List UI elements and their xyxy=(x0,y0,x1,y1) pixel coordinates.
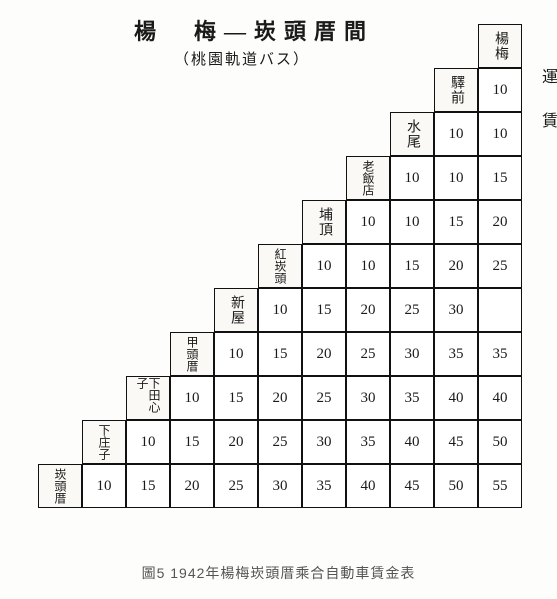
fare-cell: 30 xyxy=(258,464,302,508)
fare-cell: 15 xyxy=(126,464,170,508)
station-label: 甲頭厝 xyxy=(186,336,198,372)
station-label: 水尾 xyxy=(405,119,419,149)
fare-cell: 10 xyxy=(170,376,214,420)
fare-cell: 15 xyxy=(170,420,214,464)
side-label-fare-1: 運 xyxy=(541,68,557,84)
fare-cell: 30 xyxy=(390,332,434,376)
fare-cell: 10 xyxy=(346,200,390,244)
fare-cell: 10 xyxy=(258,288,302,332)
fare-cell: 35 xyxy=(478,332,522,376)
station-header: 老飯店 xyxy=(346,156,390,200)
fare-cell: 30 xyxy=(434,288,478,332)
fare-cell: 45 xyxy=(390,464,434,508)
fare-cell: 40 xyxy=(434,376,478,420)
station-label: 新屋 xyxy=(229,295,243,325)
fare-cell: 30 xyxy=(346,376,390,420)
station-label: 楊梅 xyxy=(493,31,507,61)
fare-cell: 25 xyxy=(214,464,258,508)
station-header: 下田心子 xyxy=(126,376,170,420)
fare-cell: 10 xyxy=(478,112,522,156)
fare-cell: 10 xyxy=(346,244,390,288)
fare-cell: 20 xyxy=(302,332,346,376)
station-label: 紅崁頭 xyxy=(274,248,286,284)
station-header: 楊梅 xyxy=(478,24,522,68)
station-header: 下庄子 xyxy=(82,420,126,464)
fare-cell: 15 xyxy=(258,332,302,376)
fare-cell: 40 xyxy=(478,376,522,420)
fare-cell: 45 xyxy=(434,420,478,464)
fare-cell: 35 xyxy=(346,420,390,464)
fare-cell: 20 xyxy=(170,464,214,508)
station-label: 驛前 xyxy=(449,75,463,105)
fare-triangle-grid: 楊梅驛前10水尾1010老飯店101015埔頂10101520紅崁頭101015… xyxy=(42,18,522,538)
fare-cell: 20 xyxy=(214,420,258,464)
fare-cell: 10 xyxy=(126,420,170,464)
fare-cell: 20 xyxy=(346,288,390,332)
station-header: 埔頂 xyxy=(302,200,346,244)
fare-cell: 25 xyxy=(390,288,434,332)
station-header: 驛前 xyxy=(434,68,478,112)
fare-cell: 40 xyxy=(346,464,390,508)
fare-cell: 25 xyxy=(302,376,346,420)
fare-table-figure: 楊 梅—崁頭厝間 （桃園軌道バス） 楊梅驛前10水尾1010老飯店101015埔… xyxy=(14,8,539,542)
fare-cell: 10 xyxy=(302,244,346,288)
fare-cell: 10 xyxy=(390,200,434,244)
fare-cell: 15 xyxy=(434,200,478,244)
station-header: 水尾 xyxy=(390,112,434,156)
station-label: 老飯店 xyxy=(362,160,374,196)
fare-cell: 10 xyxy=(214,332,258,376)
fare-cell: 25 xyxy=(258,420,302,464)
station-label: 埔頂 xyxy=(317,207,331,237)
fare-cell: 50 xyxy=(478,420,522,464)
fare-cell: 25 xyxy=(346,332,390,376)
station-header: 紅崁頭 xyxy=(258,244,302,288)
fare-cell: 35 xyxy=(390,376,434,420)
fare-cell: 10 xyxy=(434,112,478,156)
fare-cell: 10 xyxy=(478,68,522,112)
station-label: 下庄子 xyxy=(98,424,110,460)
fare-cell: 10 xyxy=(434,156,478,200)
fare-cell: 20 xyxy=(258,376,302,420)
fare-cell: 15 xyxy=(390,244,434,288)
station-label: 下田心子 xyxy=(136,377,160,419)
fare-cell: 50 xyxy=(434,464,478,508)
side-label-fare-2: 賃 xyxy=(541,112,557,128)
station-header: 新屋 xyxy=(214,288,258,332)
fare-cell: 20 xyxy=(434,244,478,288)
fare-cell: 20 xyxy=(478,200,522,244)
fare-cell: 35 xyxy=(434,332,478,376)
station-header: 甲頭厝 xyxy=(170,332,214,376)
fare-cell: 35 xyxy=(302,464,346,508)
fare-cell xyxy=(478,288,522,332)
fare-cell: 10 xyxy=(390,156,434,200)
fare-cell: 40 xyxy=(390,420,434,464)
fare-cell: 55 xyxy=(478,464,522,508)
fare-cell: 25 xyxy=(478,244,522,288)
fare-cell: 15 xyxy=(302,288,346,332)
station-label: 崁頭厝 xyxy=(54,468,66,504)
station-header: 崁頭厝 xyxy=(38,464,82,508)
fare-cell: 15 xyxy=(478,156,522,200)
fare-cell: 15 xyxy=(214,376,258,420)
figure-caption: 圖5 1942年楊梅崁頭厝乘合自動車賃金表 xyxy=(0,563,557,583)
fare-cell: 30 xyxy=(302,420,346,464)
fare-cell: 10 xyxy=(82,464,126,508)
